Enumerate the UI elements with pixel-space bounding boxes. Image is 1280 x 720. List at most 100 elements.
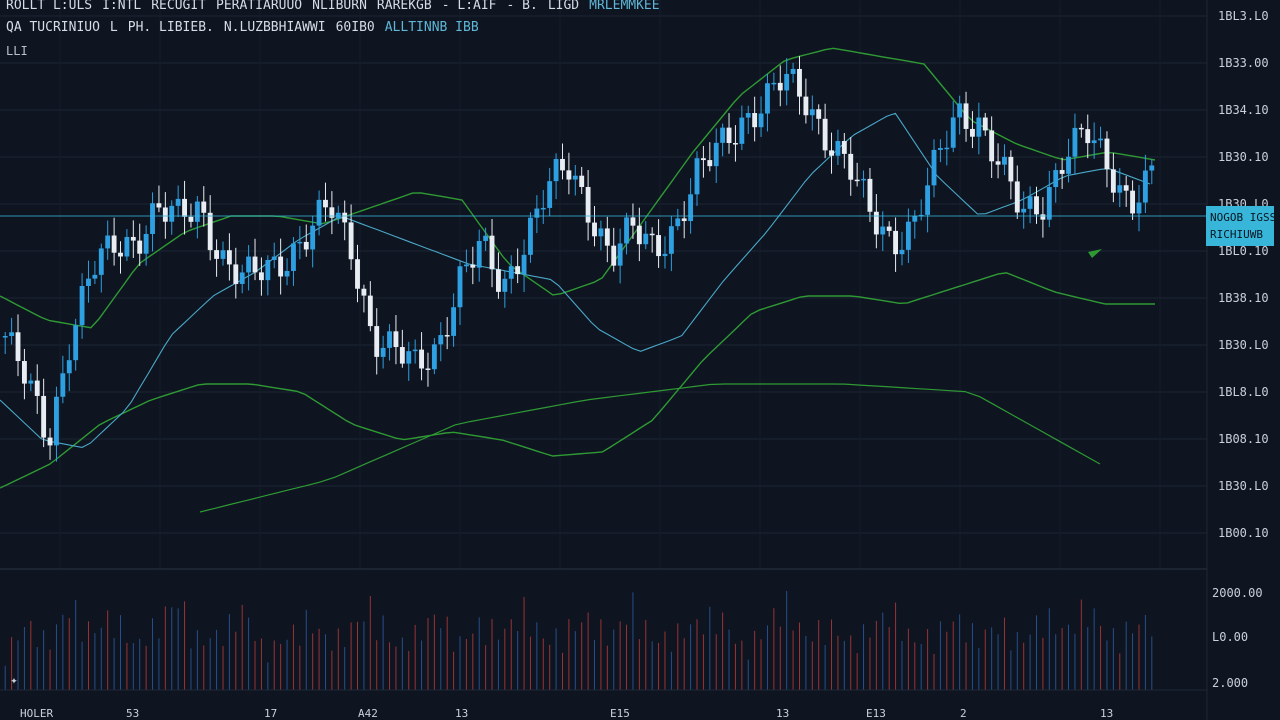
candle-down[interactable] xyxy=(841,141,847,154)
candle-down[interactable] xyxy=(111,235,117,253)
candle-up[interactable] xyxy=(912,215,918,222)
candle-down[interactable] xyxy=(367,295,373,327)
candle-down[interactable] xyxy=(963,103,969,129)
candle-down[interactable] xyxy=(278,256,284,277)
candle-up[interactable] xyxy=(451,307,457,336)
candle-up[interactable] xyxy=(194,201,200,222)
candle-down[interactable] xyxy=(1110,169,1116,193)
candle-up[interactable] xyxy=(1098,138,1103,141)
candle-down[interactable] xyxy=(182,198,187,217)
candle-down[interactable] xyxy=(726,127,732,144)
candle-up[interactable] xyxy=(905,221,911,250)
candle-down[interactable] xyxy=(829,150,834,156)
candle-up[interactable] xyxy=(1066,156,1071,174)
candle-up[interactable] xyxy=(124,236,130,257)
candle-down[interactable] xyxy=(1034,196,1039,215)
candle-up[interactable] xyxy=(380,347,386,357)
candle-down[interactable] xyxy=(162,207,168,222)
candle-up[interactable] xyxy=(169,205,175,222)
candle-down[interactable] xyxy=(393,331,399,348)
candle-down[interactable] xyxy=(226,250,232,265)
candle-down[interactable] xyxy=(848,153,854,180)
candle-down[interactable] xyxy=(137,240,143,254)
candle-up[interactable] xyxy=(899,249,905,255)
candle-up[interactable] xyxy=(387,331,392,348)
price-axis[interactable]: 1BL3.L0 1B33.00 1B34.10 1B30.10 1B30.L0 1BL0.… xyxy=(1218,9,1269,540)
candle-up[interactable] xyxy=(540,207,546,210)
candle-down[interactable] xyxy=(252,256,258,273)
candle-up[interactable] xyxy=(528,217,533,255)
candle-up[interactable] xyxy=(335,212,341,218)
candle-down[interactable] xyxy=(342,212,348,223)
candle-up[interactable] xyxy=(950,117,956,148)
candle-up[interactable] xyxy=(553,158,559,182)
candle-up[interactable] xyxy=(1053,170,1059,188)
candle-up[interactable] xyxy=(246,256,252,273)
candle-up[interactable] xyxy=(745,113,751,118)
candle-down[interactable] xyxy=(489,235,495,270)
candle-down[interactable] xyxy=(258,272,264,281)
candle-up[interactable] xyxy=(880,226,886,235)
candle-up[interactable] xyxy=(957,103,963,118)
candle-up[interactable] xyxy=(668,226,674,254)
candle-up[interactable] xyxy=(79,285,85,326)
candle-up[interactable] xyxy=(688,194,694,222)
candle-down[interactable] xyxy=(361,288,367,296)
candle-down[interactable] xyxy=(681,218,687,222)
candle-up[interactable] xyxy=(534,208,540,218)
candle-up[interactable] xyxy=(60,373,66,397)
candle-up[interactable] xyxy=(976,117,982,137)
candle-down[interactable] xyxy=(233,264,239,284)
candle-down[interactable] xyxy=(329,207,335,218)
candle-down[interactable] xyxy=(867,178,873,212)
candle-up[interactable] xyxy=(784,73,790,91)
candle-down[interactable] xyxy=(886,226,892,231)
candle-up[interactable] xyxy=(694,158,700,195)
candle-up[interactable] xyxy=(1149,165,1155,171)
candle-down[interactable] xyxy=(777,82,783,91)
candle-down[interactable] xyxy=(470,264,476,268)
candle-down[interactable] xyxy=(656,235,662,257)
candle-up[interactable] xyxy=(406,351,412,364)
candle-up[interactable] xyxy=(1046,187,1052,220)
candle-down[interactable] xyxy=(1014,181,1020,213)
candle-up[interactable] xyxy=(271,256,277,260)
candle-down[interactable] xyxy=(797,68,802,97)
candle-down[interactable] xyxy=(515,266,521,275)
candle-up[interactable] xyxy=(713,142,719,167)
candle-down[interactable] xyxy=(1040,214,1046,220)
candle-up[interactable] xyxy=(931,149,937,186)
candle-down[interactable] xyxy=(816,109,822,119)
candle-down[interactable] xyxy=(47,437,53,446)
candle-up[interactable] xyxy=(54,396,59,446)
candle-down[interactable] xyxy=(419,349,424,369)
candle-down[interactable] xyxy=(156,203,162,208)
candle-up[interactable] xyxy=(431,344,437,370)
candle-down[interactable] xyxy=(854,179,860,182)
candle-down[interactable] xyxy=(130,236,136,241)
candle-down[interactable] xyxy=(560,158,565,171)
candle-down[interactable] xyxy=(893,230,899,255)
candle-up[interactable] xyxy=(547,181,553,208)
candle-down[interactable] xyxy=(989,130,995,162)
candle-down[interactable] xyxy=(585,186,591,223)
candle-down[interactable] xyxy=(1059,170,1065,174)
candle-down[interactable] xyxy=(1104,138,1110,170)
candle-down[interactable] xyxy=(214,250,220,259)
candle-down[interactable] xyxy=(752,113,758,128)
candle-down[interactable] xyxy=(188,216,194,222)
candle-up[interactable] xyxy=(1091,140,1097,144)
candle-down[interactable] xyxy=(323,199,328,208)
candle-up[interactable] xyxy=(937,148,943,150)
candle-up[interactable] xyxy=(809,109,815,116)
candle-up[interactable] xyxy=(771,82,777,85)
candle-up[interactable] xyxy=(765,83,770,114)
candle-up[interactable] xyxy=(483,235,489,241)
candle-up[interactable] xyxy=(572,175,578,180)
candle-down[interactable] xyxy=(207,212,213,251)
candle-up[interactable] xyxy=(265,259,271,281)
candle-down[interactable] xyxy=(374,326,380,357)
candle-down[interactable] xyxy=(592,222,597,237)
candle-up[interactable] xyxy=(220,250,226,259)
